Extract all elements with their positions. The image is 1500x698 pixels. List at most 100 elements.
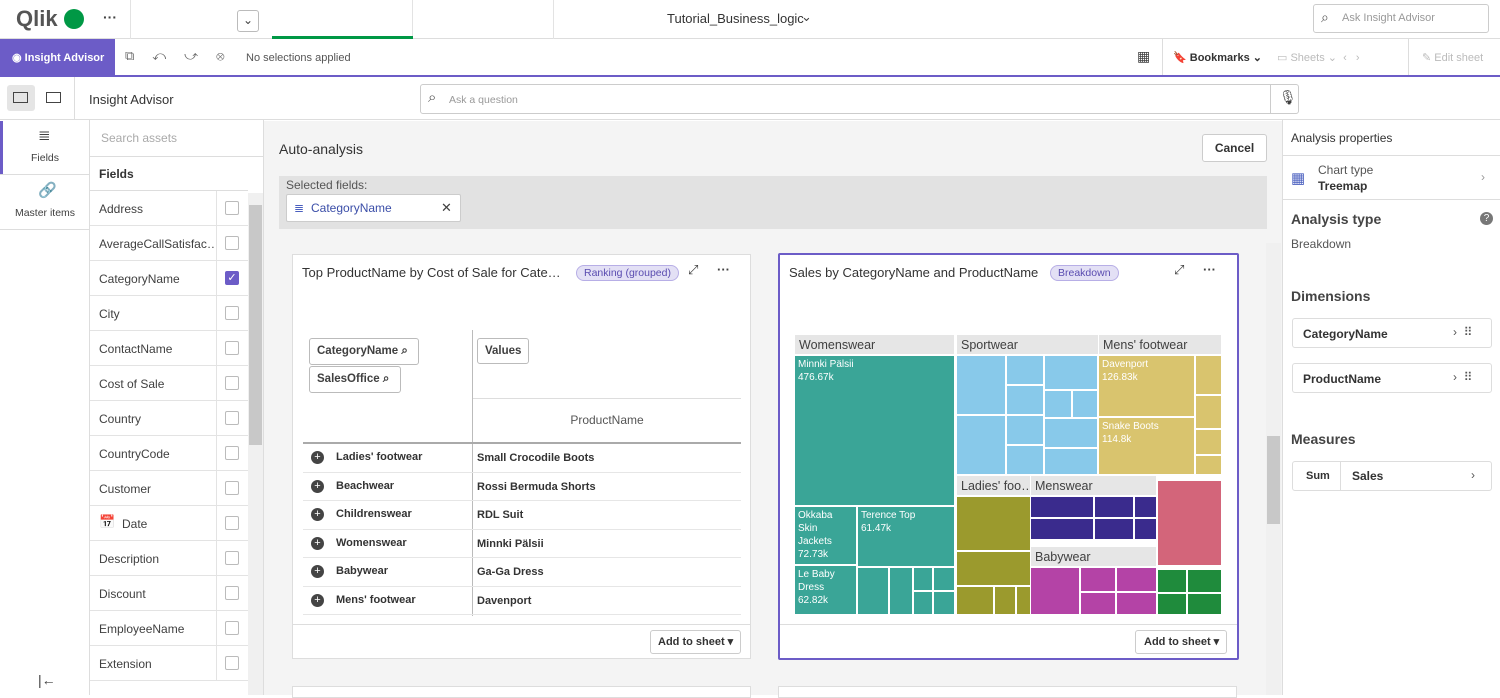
treemap-tile [1195,429,1222,455]
nav [0,120,90,695]
treemap-tile [1195,355,1222,395]
field-row[interactable] [90,261,248,296]
expand-icon[interactable]: ⤢ [688,262,699,277]
field-checkbox[interactable] [225,201,239,215]
treemap-tile [1044,448,1098,475]
field-checkbox[interactable]: ✓ [225,271,239,285]
field-checkbox[interactable] [225,306,239,320]
chart-type-value[interactable]: Treemap [1318,179,1368,193]
add-to-sheet[interactable]: Add to sheet ▾ [650,630,741,654]
treemap-tile [1006,445,1044,475]
field-checkbox[interactable] [225,481,239,495]
treemap-tile [1044,390,1072,418]
field-checkbox[interactable] [225,621,239,635]
card-menu[interactable]: ··· [1203,262,1216,277]
field-divider [216,541,217,576]
chip-remove[interactable]: ✕ [441,200,452,215]
insight-advisor-label: ◉ Insight Advisor [12,52,105,64]
dimension-item[interactable] [1292,363,1492,393]
grid-icon[interactable]: ▦ [1137,48,1151,64]
pivot-dimension-chip[interactable]: CategoryName ⌕ [309,338,419,365]
treemap-tile [956,355,1006,415]
sheets[interactable]: ▭ Sheets ⌄ ‹ › [1277,52,1360,64]
ia-title: Insight Advisor [89,92,174,107]
selected-chip[interactable] [286,194,461,222]
card-menu[interactable]: ··· [717,262,730,277]
dimension-controls: › ⠿ [1453,370,1473,384]
card-partial [778,686,1237,698]
field-row[interactable] [90,646,248,681]
expand-row[interactable]: + [311,593,324,607]
logo[interactable]: Qlik [16,6,58,31]
panel-toggle[interactable] [7,85,35,111]
field-row[interactable] [90,226,248,261]
field-divider [216,191,217,226]
pivot-product: RDL Suit [477,509,524,521]
dropdown[interactable]: ⌄ [237,10,259,32]
field-row[interactable] [90,506,248,541]
asset-search[interactable] [90,120,264,157]
expand-row[interactable]: + [311,565,324,578]
nav-fields[interactable]: Fields [30,152,59,164]
field-row[interactable] [90,576,248,611]
insight-advisor-button[interactable] [0,39,115,75]
expand-row[interactable]: + [311,479,324,493]
question-placeholder: Ask a question [449,94,518,106]
more-menu[interactable]: ··· [103,9,117,25]
treemap-tile: Davenport 126.83k [1098,355,1195,417]
field-row[interactable] [90,611,248,646]
field-checkbox[interactable] [225,446,239,460]
measure-item[interactable] [1292,461,1492,491]
card-partial [292,686,751,698]
card-ranking[interactable] [292,254,751,659]
field-row[interactable] [90,191,248,226]
pivot-product: Ga-Ga Dress [477,566,544,578]
field-checkbox[interactable] [225,341,239,355]
cancel-button[interactable]: Cancel [1202,134,1267,162]
treemap-tile [1094,496,1134,518]
app-title[interactable]: Tutorial_Business_logic [667,11,804,26]
pivot-values-chip[interactable]: Values [477,338,530,364]
app-chevron[interactable]: ⌄ [801,9,812,24]
collapse-icon[interactable]: |← [38,672,56,688]
field-checkbox[interactable] [225,586,239,600]
selection-tools[interactable]: ⧉⤺⤻⊗ [125,48,243,63]
nav-master-items[interactable]: Master items [14,207,76,219]
field-checkbox[interactable] [225,411,239,425]
help-icon[interactable]: ? [1480,212,1493,225]
pivot-dimension-chip[interactable]: SalesOffice ⌕ [309,366,401,393]
panel-toggle-right[interactable] [46,92,61,103]
expand-row[interactable]: + [311,508,324,521]
field-checkbox[interactable] [225,236,239,250]
field-checkbox[interactable] [225,551,239,565]
field-row[interactable] [90,471,248,506]
treemap-tile [1134,518,1157,540]
treemap-group-header: Sportwear [956,334,1099,355]
scrollbar-thumb[interactable] [249,205,262,445]
bookmarks[interactable]: 🔖 Bookmarks ⌄ [1173,52,1262,64]
field-row[interactable] [90,401,248,436]
mic-button[interactable]: 🎙 [1279,89,1297,105]
field-row[interactable] [90,541,248,576]
field-checkbox[interactable] [225,656,239,670]
expand-icon[interactable]: ⤢ [1174,262,1185,277]
field-row[interactable] [90,296,248,331]
add-to-sheet[interactable]: Add to sheet ▾ [1135,630,1227,654]
expand-row[interactable]: + [311,451,324,464]
treemap-tile [1094,518,1134,540]
question-input[interactable] [420,84,1299,114]
ask-search[interactable] [1313,4,1489,33]
field-checkbox[interactable] [225,376,239,390]
expand-row[interactable]: + [311,536,324,550]
field-row[interactable] [90,331,248,366]
field-checkbox[interactable] [225,516,239,530]
master-icon: 🔗 [38,182,57,199]
auto-analysis-title: Auto-analysis [279,141,364,157]
dimension-item[interactable] [1292,318,1492,348]
field-name: CategoryName [99,272,180,286]
field-row[interactable] [90,436,248,471]
field-row[interactable] [90,366,248,401]
card-badge: Ranking (grouped) [576,265,679,281]
edit-sheet[interactable]: ✎ Edit sheet [1422,52,1484,64]
main-scroll-thumb[interactable] [1267,436,1280,524]
